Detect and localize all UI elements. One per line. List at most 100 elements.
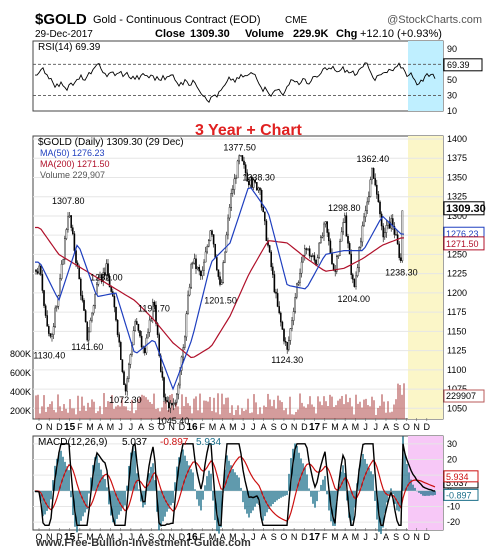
month-tick-label: 17 xyxy=(309,422,321,433)
month-tick-label: J xyxy=(251,532,256,542)
rsi-panel xyxy=(32,40,444,112)
price-candle xyxy=(63,238,66,260)
price-label: 1377.50 xyxy=(223,142,256,152)
month-tick-label: M xyxy=(107,532,115,542)
price-candle xyxy=(196,267,199,270)
price-candle xyxy=(220,282,223,285)
month-tick-label: O xyxy=(403,422,410,432)
price-candle xyxy=(87,331,90,341)
price-candle xyxy=(167,401,170,409)
price-label: 1191.70 xyxy=(138,303,170,313)
price-candle xyxy=(193,258,196,264)
macd-title: MACD(12,26,9) xyxy=(38,437,107,448)
macd-tick-label: -10 xyxy=(447,502,460,512)
price-candle xyxy=(215,257,218,270)
price-label: 1045.40 xyxy=(157,416,190,426)
volume-tick-label: 600K xyxy=(10,368,31,378)
price-candle xyxy=(135,321,138,325)
month-tick-label: A xyxy=(97,532,103,542)
price-candle xyxy=(188,286,191,296)
price-candle xyxy=(214,243,217,258)
month-tick-label: O xyxy=(158,422,165,432)
price-candle xyxy=(121,359,124,372)
price-candle xyxy=(296,283,298,298)
price-tick-label: 1400 xyxy=(447,134,467,144)
macd-line xyxy=(34,442,436,526)
price-candle xyxy=(252,179,255,188)
price-candle xyxy=(288,340,290,350)
price-candle xyxy=(347,236,349,244)
chg-value: +12.10 (+0.93%) xyxy=(360,28,442,40)
month-tick-label: D xyxy=(301,422,308,432)
price-candle xyxy=(230,193,233,208)
price-candle xyxy=(273,274,276,293)
price-tick-label: 1225 xyxy=(447,269,467,279)
month-tick-label: D xyxy=(56,532,63,542)
price-label: 1238.30 xyxy=(385,267,418,277)
volume-last-box xyxy=(443,389,485,403)
macd-last-box xyxy=(443,470,479,483)
month-tick-label: J xyxy=(129,422,134,432)
price-candle xyxy=(73,233,76,251)
price-tick-label: 1350 xyxy=(447,172,467,182)
price-candle xyxy=(377,194,380,203)
price-candle xyxy=(371,168,373,181)
price-candle xyxy=(312,255,314,257)
price-candle xyxy=(299,273,301,283)
price-candle xyxy=(272,266,274,275)
price-candle xyxy=(382,225,385,238)
price-candle xyxy=(219,276,221,285)
price-label: 1232.00 xyxy=(90,272,123,282)
volume-last-label: 229907 xyxy=(446,391,476,401)
price-candle xyxy=(372,168,375,179)
price-candle xyxy=(316,257,319,265)
month-tick-label: N xyxy=(291,532,298,542)
month-tick-label: M xyxy=(352,532,360,542)
price-tick-label: 1175 xyxy=(447,307,466,317)
month-tick-label: 15 xyxy=(64,532,76,543)
price-label: 1072.30 xyxy=(109,395,142,405)
price-tick-label: 1200 xyxy=(447,288,467,298)
price-candle xyxy=(254,179,257,183)
price-plot: 1050107511001125115011751200122512501275… xyxy=(10,134,486,426)
price-candle xyxy=(329,240,332,254)
price-candle xyxy=(393,226,396,235)
price-candle xyxy=(225,234,228,253)
price-candle xyxy=(105,263,108,276)
ma200-line xyxy=(35,226,405,359)
month-tick-label: 17 xyxy=(309,532,321,543)
price-candle xyxy=(251,176,253,188)
price-candle xyxy=(163,377,165,398)
price-candle xyxy=(326,221,329,233)
price-candle xyxy=(206,246,209,253)
ma50-line xyxy=(35,187,405,391)
price-candle xyxy=(310,255,313,257)
legend-volume: Volume 229,907 xyxy=(40,170,105,180)
chart-exchange: CME xyxy=(285,15,308,26)
price-candle xyxy=(35,269,37,272)
price-candle xyxy=(286,342,289,350)
price-candle xyxy=(139,330,141,337)
price-candle xyxy=(182,347,185,358)
chg-label: Chg xyxy=(336,28,357,40)
month-tick-label: F xyxy=(200,422,206,432)
price-candle xyxy=(75,250,77,264)
price-candle xyxy=(155,304,157,324)
price-candle xyxy=(268,245,271,253)
month-tick-label: M xyxy=(331,532,339,542)
price-candle xyxy=(166,400,169,403)
price-candle xyxy=(212,234,215,245)
legend-ma200: MA(200) 1271.50 xyxy=(40,159,110,169)
price-label: 1204.00 xyxy=(338,294,371,304)
month-tick-label: M xyxy=(86,532,94,542)
month-tick-label: M xyxy=(229,422,237,432)
price-candle xyxy=(358,247,361,269)
price-candle xyxy=(315,260,317,265)
price-candle xyxy=(52,326,55,335)
rsi-plot: 103050709069.39 xyxy=(33,44,483,116)
price-candle xyxy=(376,184,378,195)
price-candle xyxy=(56,306,58,309)
price-candle xyxy=(342,222,345,233)
price-candle xyxy=(355,275,357,287)
price-candle xyxy=(228,207,231,219)
